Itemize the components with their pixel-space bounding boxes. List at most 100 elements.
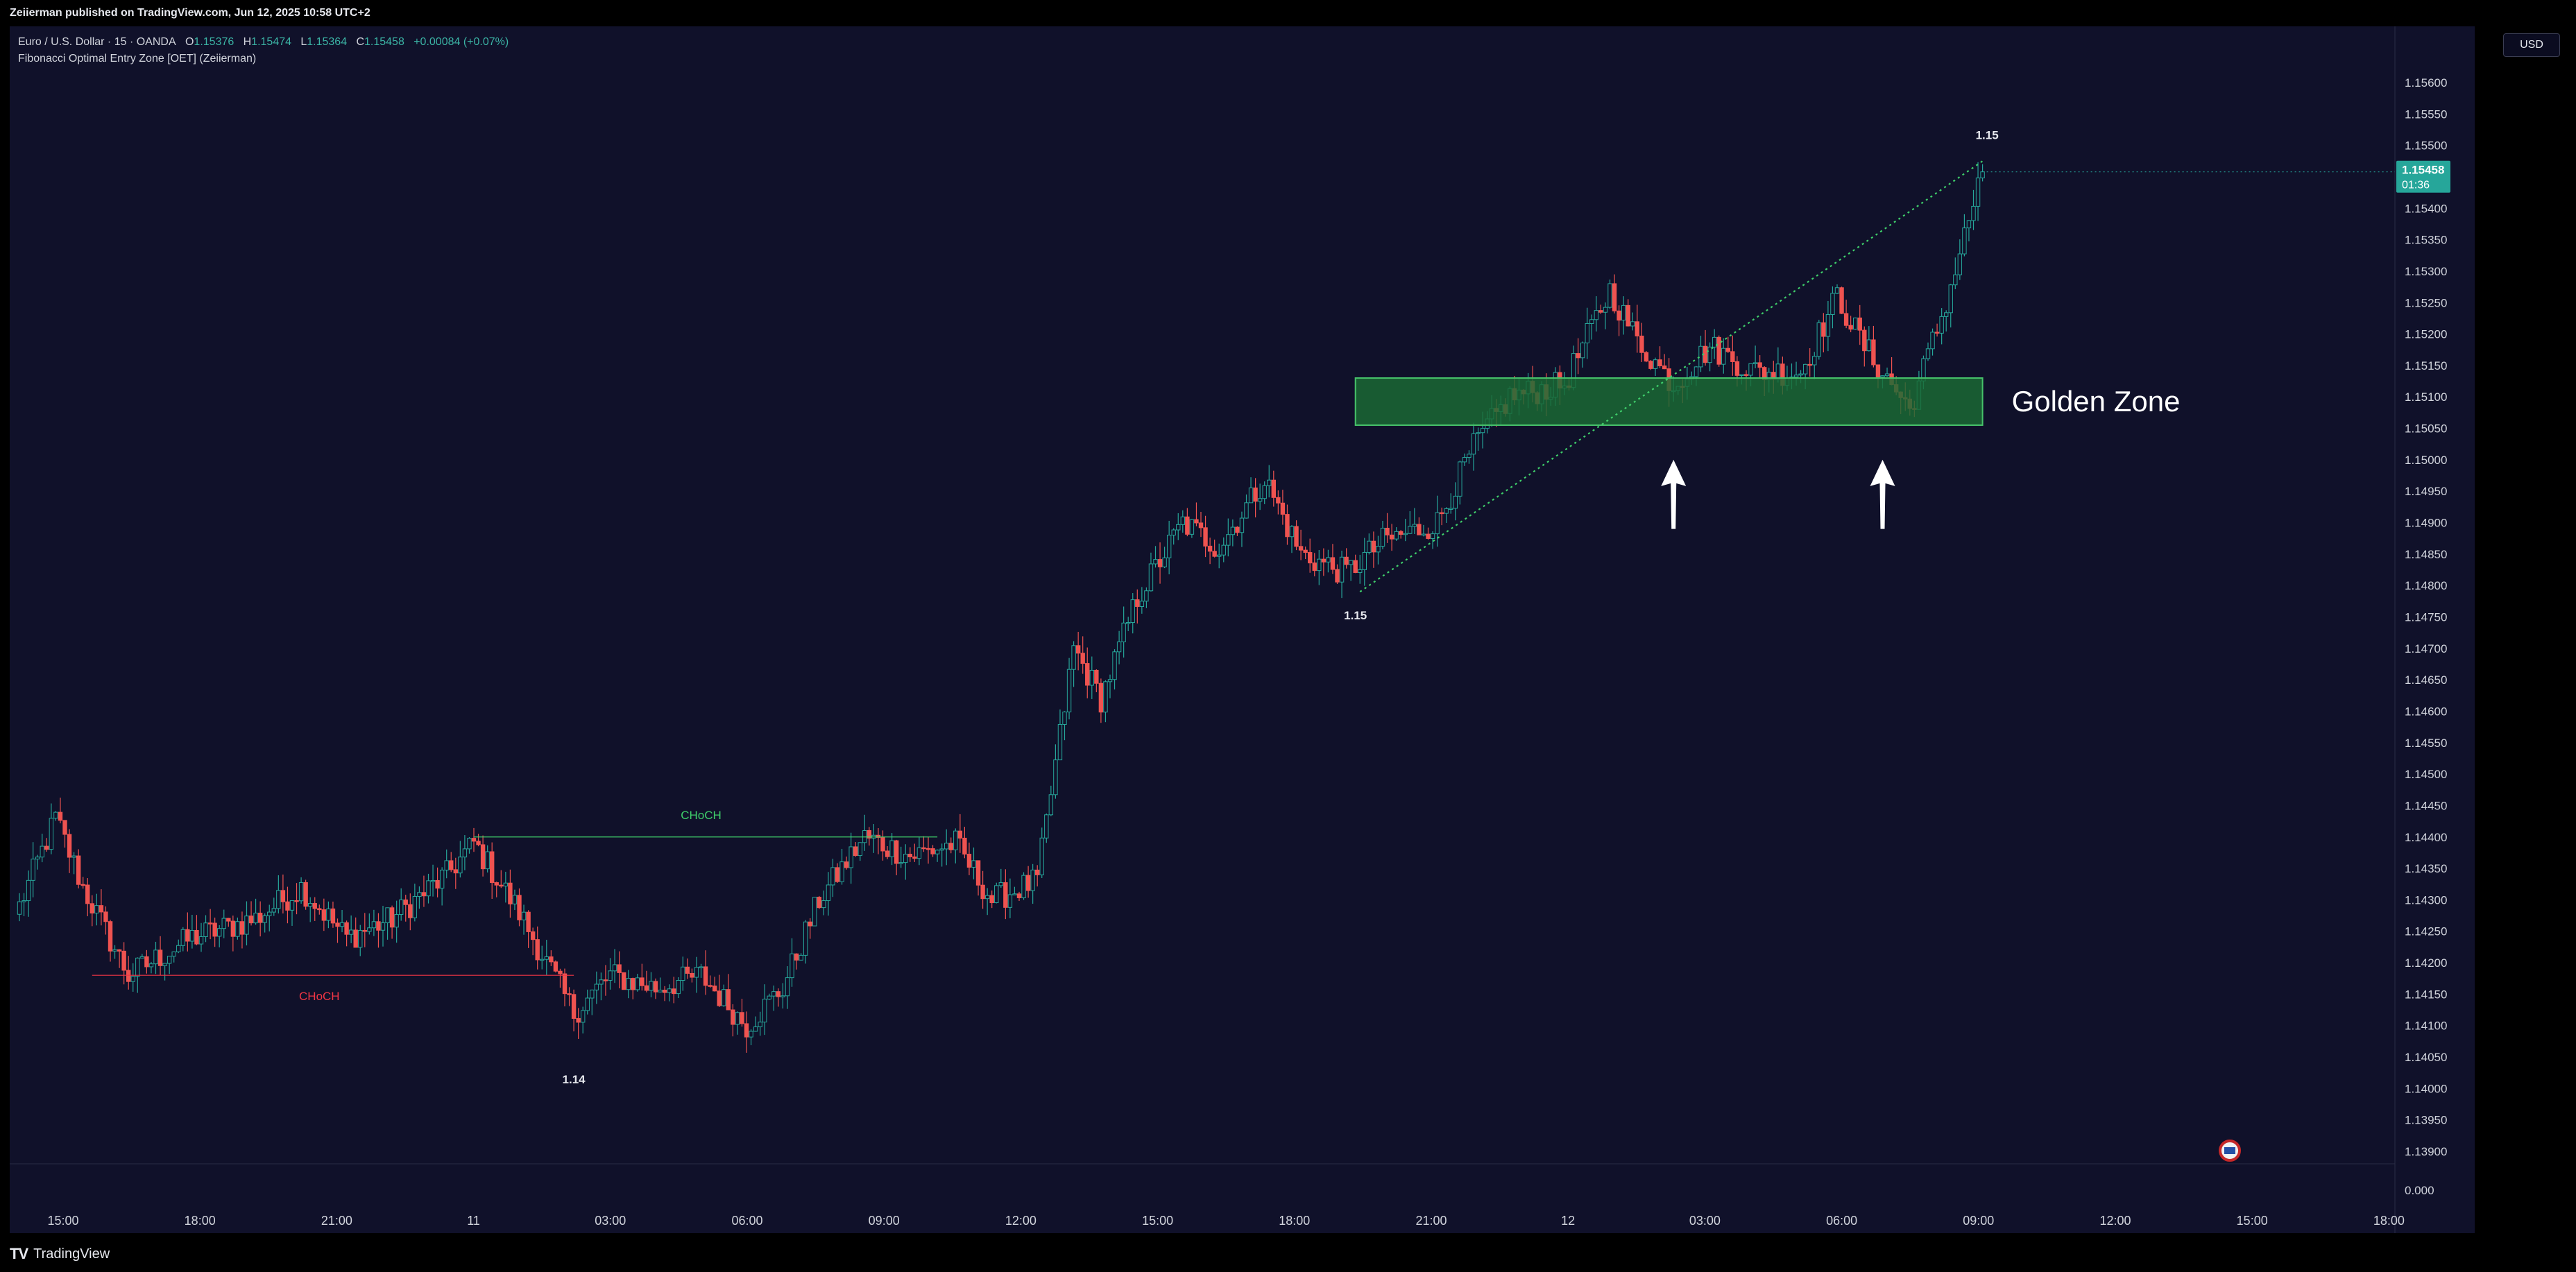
- candle-body: [984, 895, 990, 900]
- candle-body: [94, 905, 99, 914]
- candle-body: [1271, 479, 1276, 498]
- last-price-badge[interactable]: [2396, 160, 2450, 193]
- indicator-legend[interactable]: Fibonacci Optimal Entry Zone [OET] (Zeii…: [18, 53, 257, 65]
- candle-body: [1044, 814, 1049, 839]
- symbol-name[interactable]: Euro / U.S. Dollar · 15 · OANDA: [18, 36, 176, 48]
- candle-body: [1380, 527, 1385, 547]
- candle-body: [535, 939, 540, 961]
- candle-body: [517, 895, 522, 920]
- published-header: Zeiierman published on TradingView.com, …: [10, 7, 370, 19]
- candle-body: [1757, 362, 1762, 368]
- candle-body: [653, 981, 658, 992]
- candle-body: [1389, 534, 1394, 540]
- candle-body: [681, 966, 685, 981]
- candle-body: [285, 901, 290, 911]
- candle-body: [835, 867, 840, 882]
- candle-body: [1412, 524, 1417, 527]
- candle-body: [526, 911, 531, 932]
- candle-body: [1080, 653, 1085, 664]
- candle-body: [1630, 321, 1635, 327]
- candle-body: [135, 957, 140, 977]
- candle-body: [1399, 531, 1404, 535]
- candle-body: [1308, 552, 1313, 564]
- y-tick-label: 1.14200: [2405, 956, 2447, 970]
- candle-body: [1030, 869, 1035, 891]
- candle-body: [380, 922, 386, 931]
- candle-body: [1662, 366, 1667, 370]
- x-tick-label: 15:00: [2237, 1214, 2268, 1228]
- y-tick-label: 1.15350: [2405, 234, 2447, 247]
- candle-body: [889, 840, 894, 857]
- candle-body: [508, 882, 513, 904]
- y-tick-label: 1.15500: [2405, 139, 2447, 153]
- candle-body: [462, 848, 468, 858]
- candle-body: [226, 918, 231, 922]
- candle-body: [367, 927, 372, 932]
- price-axis[interactable]: [2395, 26, 2475, 1233]
- candle-body: [1812, 356, 1817, 366]
- y-tick-label: 1.15050: [2405, 422, 2447, 436]
- candle-body: [1053, 759, 1058, 796]
- candle-body: [317, 908, 322, 911]
- candle-body: [385, 907, 390, 924]
- y-tick-label: 1.14900: [2405, 517, 2447, 530]
- x-tick-label: 21:00: [321, 1214, 352, 1228]
- candle-body: [1866, 339, 1872, 352]
- candle-body: [1217, 554, 1222, 557]
- y-tick-label: 1.14050: [2405, 1051, 2447, 1064]
- candle-body: [1925, 348, 1931, 359]
- candle-body: [1607, 283, 1612, 308]
- chart-area[interactable]: 1.156001.155501.155001.154501.154001.153…: [10, 26, 2475, 1233]
- x-tick-label: 03:00: [595, 1214, 626, 1228]
- currency-button[interactable]: USD: [2503, 33, 2560, 57]
- candle-body: [1694, 366, 1699, 377]
- candle-body: [612, 964, 617, 972]
- candle-body: [1039, 837, 1044, 875]
- candle-body: [885, 850, 890, 857]
- candle-body: [753, 1026, 758, 1032]
- brand-name[interactable]: TradingView: [33, 1246, 110, 1262]
- candle-body: [1653, 359, 1658, 369]
- candle-body: [1426, 533, 1431, 539]
- candle-body: [1189, 519, 1195, 535]
- golden-zone[interactable]: [1354, 377, 1984, 427]
- candle-body: [1353, 560, 1358, 574]
- x-tick-label: 03:00: [1689, 1214, 1721, 1228]
- y-tick-label: 1.15250: [2405, 296, 2447, 309]
- tradingview-logo-icon[interactable]: TV: [10, 1245, 28, 1262]
- candlestick-chart[interactable]: 1.156001.155501.155001.154501.154001.153…: [10, 26, 2475, 1233]
- candle-body: [1884, 373, 1890, 377]
- y-tick-label: 1.14750: [2405, 611, 2447, 624]
- candle-body: [826, 884, 831, 902]
- candle-body: [699, 966, 703, 968]
- candle-body: [1453, 495, 1458, 509]
- candle-body: [608, 970, 613, 981]
- candle-body: [1094, 669, 1099, 684]
- candle-body: [499, 884, 504, 887]
- candle-body: [476, 841, 481, 845]
- candle-body: [567, 993, 572, 995]
- high-value: 1.15474: [251, 36, 292, 48]
- candle-body: [453, 869, 458, 874]
- candle-body: [712, 986, 717, 992]
- candle-body: [412, 895, 418, 918]
- candle-body: [1248, 487, 1254, 504]
- candle-body: [235, 921, 240, 937]
- x-tick-label: 18:00: [1279, 1214, 1310, 1228]
- candle-body: [617, 964, 622, 973]
- candle-body: [126, 970, 131, 982]
- candle-body: [330, 908, 336, 924]
- low-value: 1.15364: [307, 36, 348, 48]
- candle-body: [631, 978, 636, 990]
- candle-body: [167, 956, 172, 964]
- candle-body: [957, 830, 963, 839]
- candle-body: [22, 900, 26, 902]
- y-tick-label: 1.15100: [2405, 390, 2447, 404]
- candle-body: [1321, 558, 1327, 562]
- candle-body: [112, 949, 117, 952]
- candle-body: [1712, 336, 1717, 347]
- candle-body: [248, 916, 254, 924]
- symbol-legend[interactable]: Euro / U.S. Dollar · 15 · OANDA O1.15376…: [18, 36, 509, 49]
- candle-body: [672, 988, 676, 995]
